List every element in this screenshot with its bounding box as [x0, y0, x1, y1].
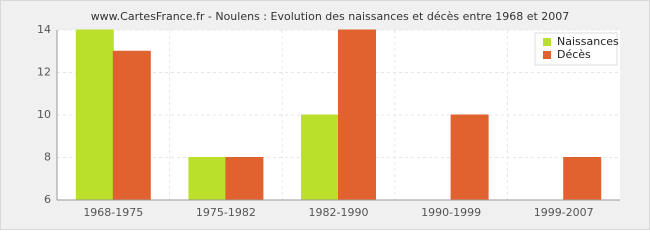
- y-tick-label: 12: [37, 66, 51, 79]
- bar: [450, 114, 489, 201]
- legend-swatch: [543, 51, 551, 59]
- legend-swatch: [543, 38, 551, 46]
- y-tick-label: 14: [37, 23, 51, 36]
- legend-label: Naissances: [557, 35, 619, 48]
- x-tick-label: 1990-1999: [421, 206, 481, 219]
- bar: [112, 50, 151, 201]
- x-tick-label: 1968-1975: [83, 206, 143, 219]
- x-tick-label: 1975-1982: [196, 206, 256, 219]
- x-tick-label: 1999-2007: [534, 206, 594, 219]
- chart: www.CartesFrance.fr - Noulens : Evolutio…: [0, 0, 650, 230]
- y-tick-label: 6: [44, 193, 51, 206]
- legend-label: Décès: [557, 48, 591, 61]
- bar: [225, 157, 264, 201]
- y-tick-label: 8: [44, 151, 51, 164]
- x-tick-label: 1982-1990: [309, 206, 369, 219]
- bar: [188, 157, 227, 201]
- bar: [563, 157, 602, 201]
- bar: [301, 114, 339, 201]
- bar: [338, 29, 376, 201]
- bar: [75, 29, 114, 201]
- y-tick-label: 10: [37, 108, 51, 121]
- chart-title: www.CartesFrance.fr - Noulens : Evolutio…: [91, 10, 570, 23]
